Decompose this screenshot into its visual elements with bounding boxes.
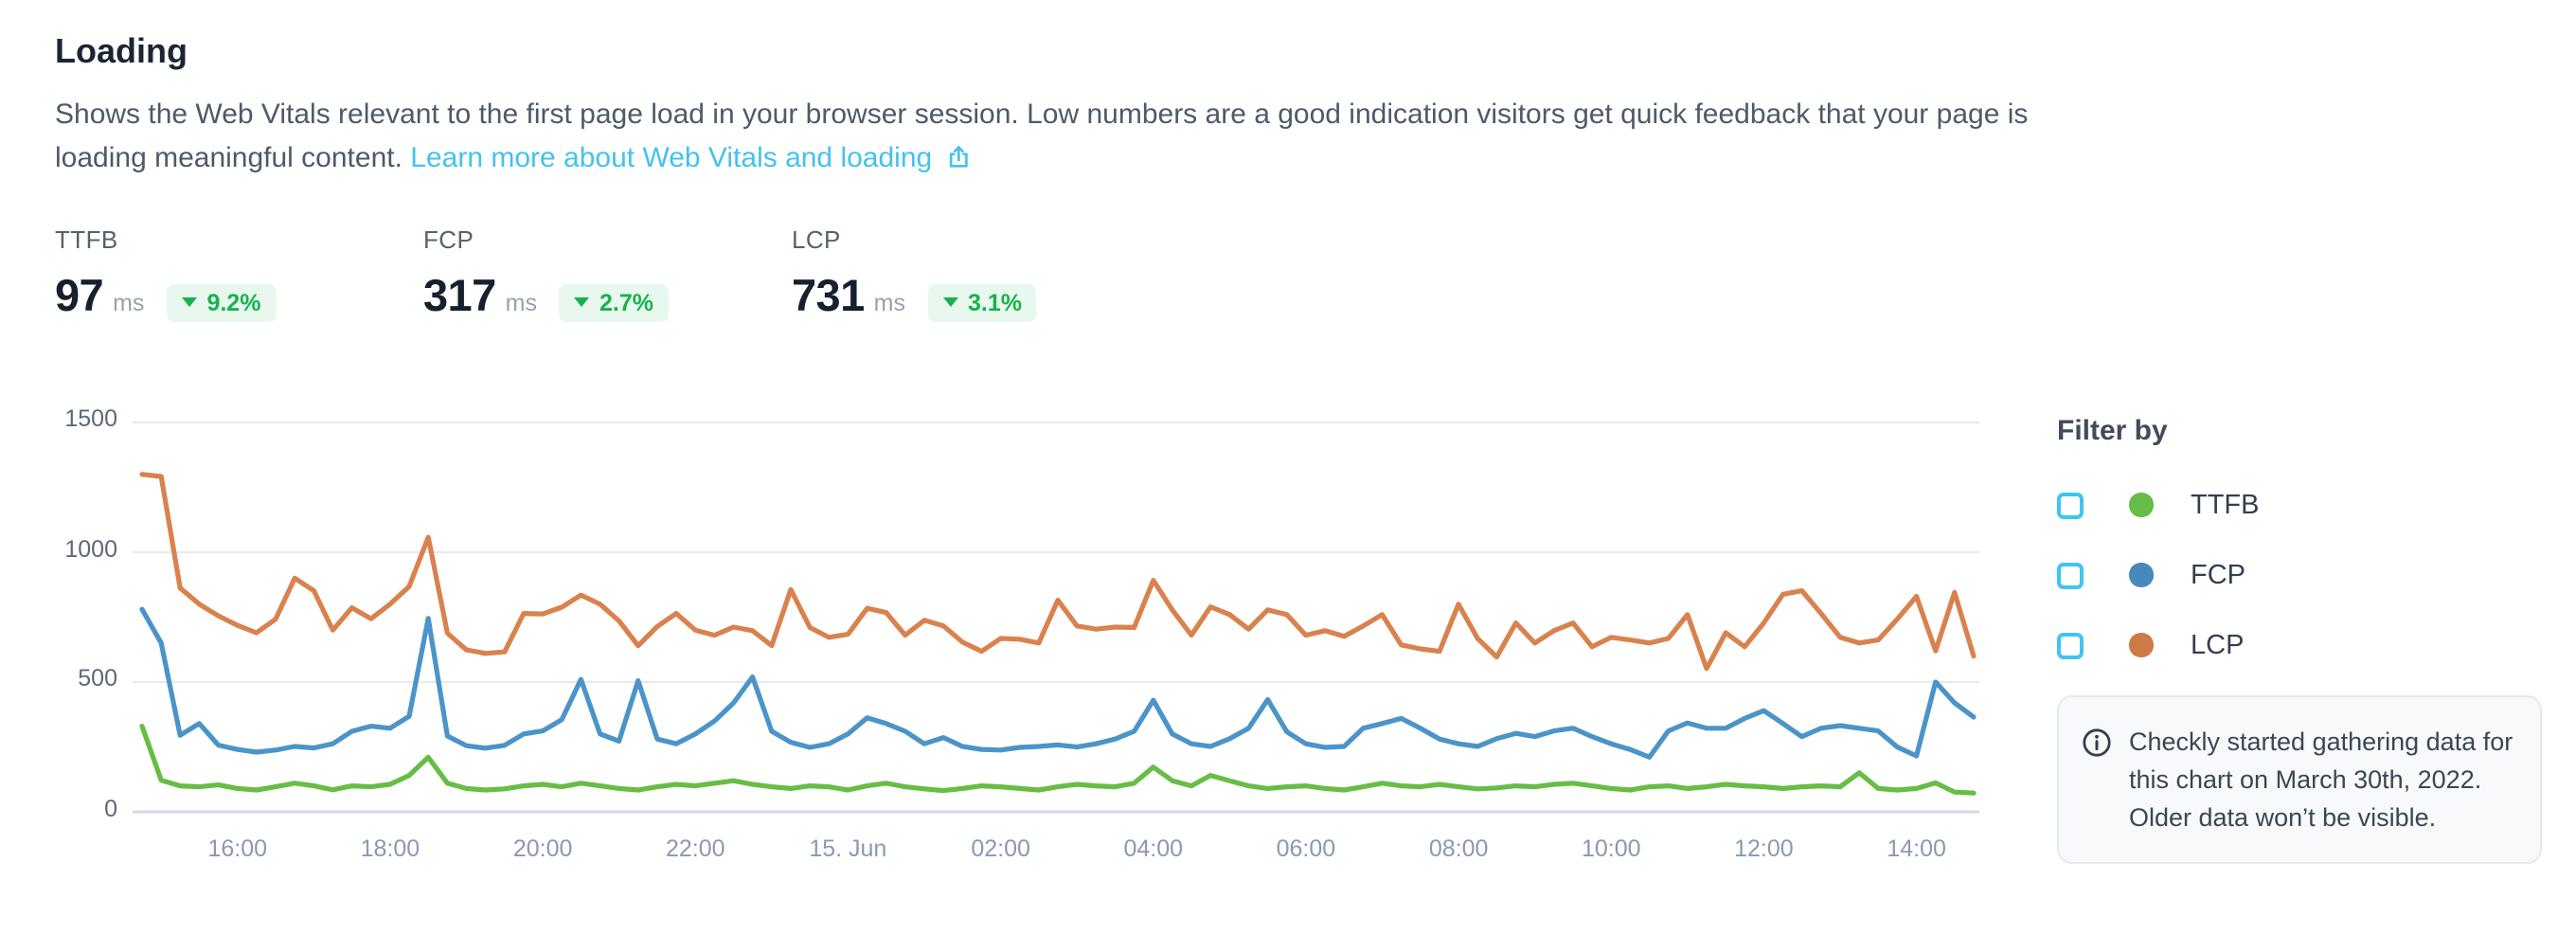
- delta-badge: 2.7%: [559, 283, 669, 322]
- y-axis-label: 1000: [64, 535, 117, 562]
- filter-legend: TTFB FCP LCP: [2057, 470, 2436, 680]
- delta-value: 2.7%: [599, 289, 653, 315]
- description-text: Shows the Web Vitals relevant to the fir…: [55, 99, 2029, 173]
- x-axis-label: 06:00: [1276, 835, 1336, 862]
- series-line-ttfb: [139, 724, 1977, 796]
- y-axis-label: 0: [104, 795, 117, 821]
- info-icon: [2082, 727, 2112, 767]
- section-description: Shows the Web Vitals relevant to the fir…: [55, 95, 2066, 184]
- x-axis-label: 04:00: [1123, 835, 1184, 862]
- filter-label: LCP: [2191, 630, 2245, 660]
- x-axis-label: 14:00: [1887, 835, 1946, 862]
- arrow-down-icon: [942, 297, 958, 307]
- x-axis-label: 02:00: [971, 835, 1030, 862]
- x-axis-label: 16:00: [207, 835, 268, 862]
- metric-lcp: LCP 731 ms 3.1%: [792, 225, 1160, 326]
- series-color-dot-ttfb: [2129, 493, 2153, 517]
- web-vitals-chart[interactable]: 1500 1000 500 0 16:00 18:00 20:00 22:00 15. Jun 0…: [0, 0, 2008, 909]
- external-link-icon: [945, 141, 972, 184]
- metric-label: TTFB: [55, 225, 118, 254]
- learn-more-link[interactable]: Learn more about Web Vitals and loading: [410, 141, 933, 173]
- filter-by-title: Filter by: [2057, 415, 2168, 447]
- filter-row-lcp: LCP: [2057, 610, 2436, 680]
- x-axis-label: 18:00: [360, 835, 420, 862]
- x-axis-label: 10:00: [1581, 835, 1641, 862]
- series-color-dot-fcp: [2129, 563, 2153, 587]
- arrow-down-icon: [182, 297, 198, 307]
- arrow-down-icon: [574, 297, 590, 307]
- page-title: Loading: [55, 32, 188, 70]
- filter-label: TTFB: [2191, 490, 2260, 520]
- x-axis-label: 22:00: [665, 835, 725, 862]
- x-axis-label: 08:00: [1428, 835, 1489, 862]
- x-axis-label: 15. Jun: [809, 835, 887, 862]
- metric-label: FCP: [423, 225, 474, 254]
- info-note: Checkly started gathering data for this …: [2057, 695, 2542, 864]
- metric-unit: ms: [873, 290, 905, 316]
- metric-value: 317: [423, 271, 496, 320]
- filter-row-ttfb: TTFB: [2057, 470, 2436, 540]
- metrics-row: TTFB 97 ms 9.2% FCP 317 ms 2.7% LCP 731 …: [55, 225, 1160, 326]
- delta-badge: 9.2%: [167, 283, 277, 322]
- metric-value: 97: [55, 271, 104, 320]
- x-axis-label: 12:00: [1734, 835, 1794, 862]
- delta-value: 9.2%: [206, 289, 261, 315]
- delta-badge: 3.1%: [927, 283, 1037, 322]
- metric-value: 731: [792, 271, 865, 320]
- metric-label: LCP: [792, 225, 841, 254]
- metric-unit: ms: [505, 290, 537, 316]
- series-line-fcp: [139, 606, 1977, 760]
- filter-checkbox-ttfb[interactable]: [2057, 492, 2084, 518]
- metric-ttfb: TTFB 97 ms 9.2%: [55, 225, 423, 326]
- delta-value: 3.1%: [967, 289, 1022, 315]
- series-line-lcp: [139, 472, 1977, 672]
- filter-row-fcp: FCP: [2057, 540, 2436, 610]
- info-note-text: Checkly started gathering data for this …: [2129, 727, 2513, 832]
- filter-checkbox-lcp[interactable]: [2057, 632, 2084, 658]
- metric-unit: ms: [113, 290, 145, 316]
- metric-fcp: FCP 317 ms 2.7%: [423, 225, 792, 326]
- y-axis-label: 500: [78, 665, 117, 692]
- series-color-dot-lcp: [2129, 633, 2153, 657]
- filter-checkbox-fcp[interactable]: [2057, 562, 2084, 588]
- filter-label: FCP: [2191, 560, 2245, 590]
- y-axis-label: 1500: [64, 405, 117, 432]
- chart-svg: [133, 422, 1979, 814]
- x-axis-label: 20:00: [512, 835, 573, 862]
